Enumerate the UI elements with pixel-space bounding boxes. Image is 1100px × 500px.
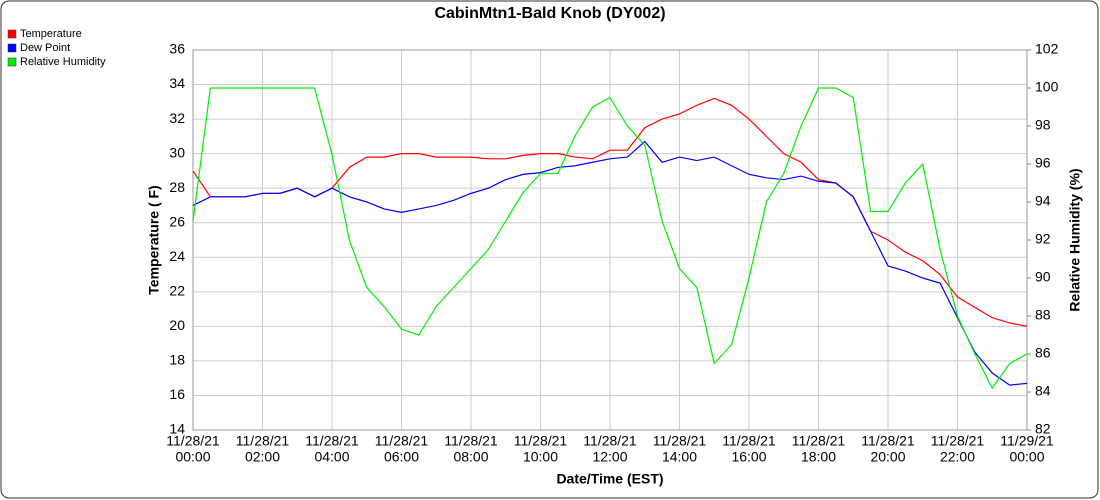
x-tick-label: 10:00 bbox=[523, 449, 558, 465]
y-axis-label: Temperature ( F) bbox=[146, 185, 162, 294]
y-tick-label: 22 bbox=[169, 283, 185, 299]
y-tick-label: 36 bbox=[169, 41, 185, 57]
x-tick-label: 11/29/21 bbox=[1000, 433, 1054, 449]
x-tick-label: 11/28/21 bbox=[931, 433, 985, 449]
x-tick-label: 11/28/21 bbox=[305, 433, 359, 449]
x-tick-label: 02:00 bbox=[245, 449, 280, 465]
x-tick-label: 20:00 bbox=[870, 449, 905, 465]
y2-tick-label: 96 bbox=[1035, 155, 1051, 171]
y2-tick-label: 82 bbox=[1035, 421, 1051, 437]
legend-swatch bbox=[7, 29, 17, 39]
y-tick-label: 34 bbox=[169, 75, 185, 91]
series-line bbox=[192, 140, 1028, 386]
y2-tick-label: 100 bbox=[1035, 79, 1059, 95]
y-tick-label: 30 bbox=[169, 144, 185, 160]
y-tick-label: 16 bbox=[169, 386, 185, 402]
x-tick-label: 11/28/21 bbox=[583, 433, 637, 449]
y2-tick-label: 98 bbox=[1035, 117, 1051, 133]
y-tick-label: 20 bbox=[169, 317, 185, 333]
y-tick-label: 28 bbox=[169, 179, 185, 195]
x-tick-label: 11/28/21 bbox=[444, 433, 498, 449]
x-tick-label: 11/28/21 bbox=[166, 433, 220, 449]
x-tick-label: 11/28/21 bbox=[514, 433, 568, 449]
y2-tick-label: 90 bbox=[1035, 269, 1051, 285]
y-tick-label: 18 bbox=[169, 352, 185, 368]
y-tick-label: 32 bbox=[169, 110, 185, 126]
legend-label: Dew Point bbox=[20, 42, 70, 54]
y2-tick-label: 102 bbox=[1035, 41, 1059, 57]
x-tick-label: 00:00 bbox=[175, 449, 210, 465]
x-tick-label: 08:00 bbox=[453, 449, 488, 465]
y-tick-label: 24 bbox=[169, 248, 185, 264]
plot-border bbox=[192, 49, 1028, 431]
legend-swatch bbox=[7, 43, 17, 53]
legend-label: Relative Humidity bbox=[20, 56, 106, 68]
series-line bbox=[192, 87, 1028, 390]
x-tick-label: 11/28/21 bbox=[722, 433, 776, 449]
x-tick-label: 14:00 bbox=[662, 449, 697, 465]
x-tick-label: 11/28/21 bbox=[653, 433, 707, 449]
x-tick-label: 22:00 bbox=[940, 449, 975, 465]
y2-tick-label: 92 bbox=[1035, 231, 1051, 247]
x-tick-label: 00:00 bbox=[1009, 449, 1044, 465]
x-tick-label: 12:00 bbox=[592, 449, 627, 465]
y2-tick-label: 86 bbox=[1035, 345, 1051, 361]
x-tick-label: 18:00 bbox=[801, 449, 836, 465]
y2-tick-label: 88 bbox=[1035, 307, 1051, 323]
legend-label: Temperature bbox=[20, 28, 82, 40]
legend-swatch bbox=[7, 57, 17, 67]
x-tick-label: 11/28/21 bbox=[375, 433, 429, 449]
y2-axis-label: Relative Humidity (%) bbox=[1067, 168, 1083, 311]
y2-tick-label: 94 bbox=[1035, 193, 1051, 209]
x-tick-label: 11/28/21 bbox=[861, 433, 915, 449]
x-tick-label: 11/28/21 bbox=[792, 433, 846, 449]
y-tick-label: 14 bbox=[169, 421, 185, 437]
chart-title: CabinMtn1-Bald Knob (DY002) bbox=[434, 5, 665, 22]
y2-tick-label: 84 bbox=[1035, 383, 1051, 399]
x-axis-label: Date/Time (EST) bbox=[556, 471, 663, 487]
x-tick-label: 04:00 bbox=[314, 449, 349, 465]
x-tick-label: 16:00 bbox=[731, 449, 766, 465]
x-tick-label: 06:00 bbox=[384, 449, 419, 465]
x-tick-label: 11/28/21 bbox=[236, 433, 290, 449]
y-tick-label: 26 bbox=[169, 213, 185, 229]
